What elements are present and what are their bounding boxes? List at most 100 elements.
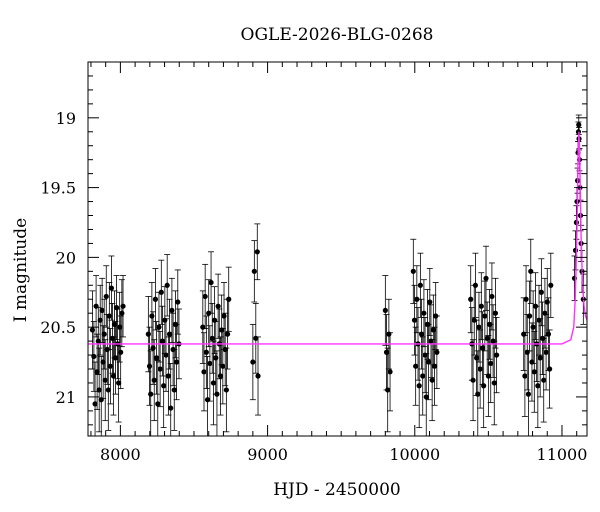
- point-marker: [418, 331, 425, 337]
- data-point-120: [478, 272, 485, 341]
- data-point-15: [105, 349, 112, 431]
- chart-title: OGLE-2026-BLG-0268: [241, 25, 434, 45]
- data-point-104: [426, 268, 433, 336]
- point-marker: [423, 394, 429, 400]
- point-marker: [414, 296, 420, 302]
- data-point-101: [423, 353, 430, 436]
- point-marker: [150, 345, 156, 351]
- data-point-110: [433, 315, 440, 389]
- point-marker: [175, 299, 181, 305]
- point-marker: [468, 296, 474, 302]
- data-point-54: [173, 323, 180, 401]
- point-marker: [120, 303, 126, 309]
- point-marker: [538, 289, 544, 295]
- point-marker: [478, 303, 484, 309]
- point-marker: [202, 293, 208, 300]
- point-marker: [431, 363, 438, 369]
- point-marker: [151, 377, 157, 383]
- data-point-139: [526, 280, 533, 352]
- data-point-148: [537, 318, 544, 398]
- data-point-20: [110, 336, 117, 416]
- plot-area: [88, 114, 587, 436]
- point-marker: [119, 310, 125, 316]
- point-marker: [529, 359, 535, 365]
- data-point-83: [254, 223, 261, 281]
- point-marker: [528, 268, 534, 274]
- point-marker: [209, 335, 215, 341]
- point-marker: [162, 317, 168, 323]
- point-marker: [155, 401, 161, 407]
- point-marker: [430, 327, 436, 333]
- point-marker: [153, 355, 160, 361]
- y-tick-label: 20.5: [40, 318, 76, 337]
- point-marker: [152, 296, 159, 302]
- point-marker: [428, 338, 434, 344]
- data-point-87: [384, 347, 391, 433]
- point-marker: [224, 331, 231, 337]
- data-point-93: [413, 265, 420, 334]
- point-marker: [251, 268, 257, 274]
- point-marker: [201, 369, 207, 375]
- data-point-60: [203, 315, 210, 389]
- data-point-22: [112, 321, 119, 395]
- point-marker: [254, 249, 260, 255]
- data-point-99: [420, 279, 427, 348]
- data-point-156: [546, 329, 553, 409]
- data-point-64: [208, 251, 215, 314]
- point-marker: [434, 349, 440, 355]
- point-marker: [149, 313, 155, 319]
- data-point-113: [470, 339, 477, 422]
- point-marker: [525, 391, 532, 397]
- data-point-65: [209, 303, 216, 374]
- point-marker: [174, 359, 180, 365]
- point-marker: [99, 307, 105, 314]
- data-point-92: [412, 326, 419, 406]
- point-marker: [210, 380, 217, 386]
- x-tick-label: 11000: [537, 445, 588, 464]
- point-marker: [156, 324, 162, 330]
- y-tick-label: 21: [56, 388, 76, 407]
- point-marker: [223, 387, 229, 393]
- point-marker: [222, 346, 228, 353]
- data-point-77: [223, 347, 230, 433]
- point-marker: [427, 299, 433, 305]
- point-marker: [521, 331, 527, 337]
- x-tick-label: 9000: [247, 445, 288, 464]
- data-point-32: [147, 350, 154, 436]
- data-point-98: [419, 336, 426, 416]
- point-marker: [148, 391, 154, 397]
- point-marker: [429, 377, 435, 383]
- y-axis-label: I magnitude: [11, 218, 31, 322]
- point-marker: [213, 355, 219, 361]
- point-marker: [96, 387, 102, 393]
- point-marker: [530, 324, 536, 330]
- data-point-6: [96, 347, 103, 433]
- point-marker: [426, 359, 432, 365]
- data-point-132: [492, 277, 499, 349]
- data-point-41: [158, 259, 165, 325]
- data-point-59: [202, 263, 209, 329]
- x-tick-label: 10000: [389, 445, 440, 464]
- data-point-117: [474, 350, 481, 436]
- data-point-66: [210, 340, 217, 426]
- point-marker: [488, 360, 494, 367]
- data-point-29: [120, 275, 127, 338]
- data-point-111: [467, 265, 474, 334]
- point-marker: [112, 355, 119, 361]
- point-marker: [171, 387, 177, 393]
- point-marker: [165, 373, 171, 379]
- point-marker: [472, 282, 479, 288]
- point-marker: [145, 331, 151, 337]
- data-point-18: [108, 255, 115, 321]
- point-marker: [203, 349, 209, 355]
- point-marker: [416, 383, 422, 389]
- data-point-84: [255, 336, 262, 416]
- point-marker: [220, 363, 226, 369]
- data-point-47: [165, 336, 172, 416]
- point-marker: [105, 387, 111, 393]
- plot-frame: [87, 61, 588, 437]
- point-marker: [214, 391, 220, 397]
- y-tick-label: 20: [56, 248, 76, 267]
- point-marker: [169, 307, 175, 314]
